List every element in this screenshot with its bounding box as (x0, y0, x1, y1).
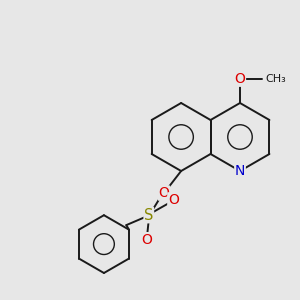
Text: S: S (144, 208, 154, 223)
Text: CH₃: CH₃ (266, 74, 286, 84)
Text: O: O (159, 186, 170, 200)
Text: O: O (235, 72, 245, 86)
Text: N: N (235, 164, 245, 178)
Text: O: O (168, 193, 179, 207)
Text: O: O (142, 233, 152, 247)
